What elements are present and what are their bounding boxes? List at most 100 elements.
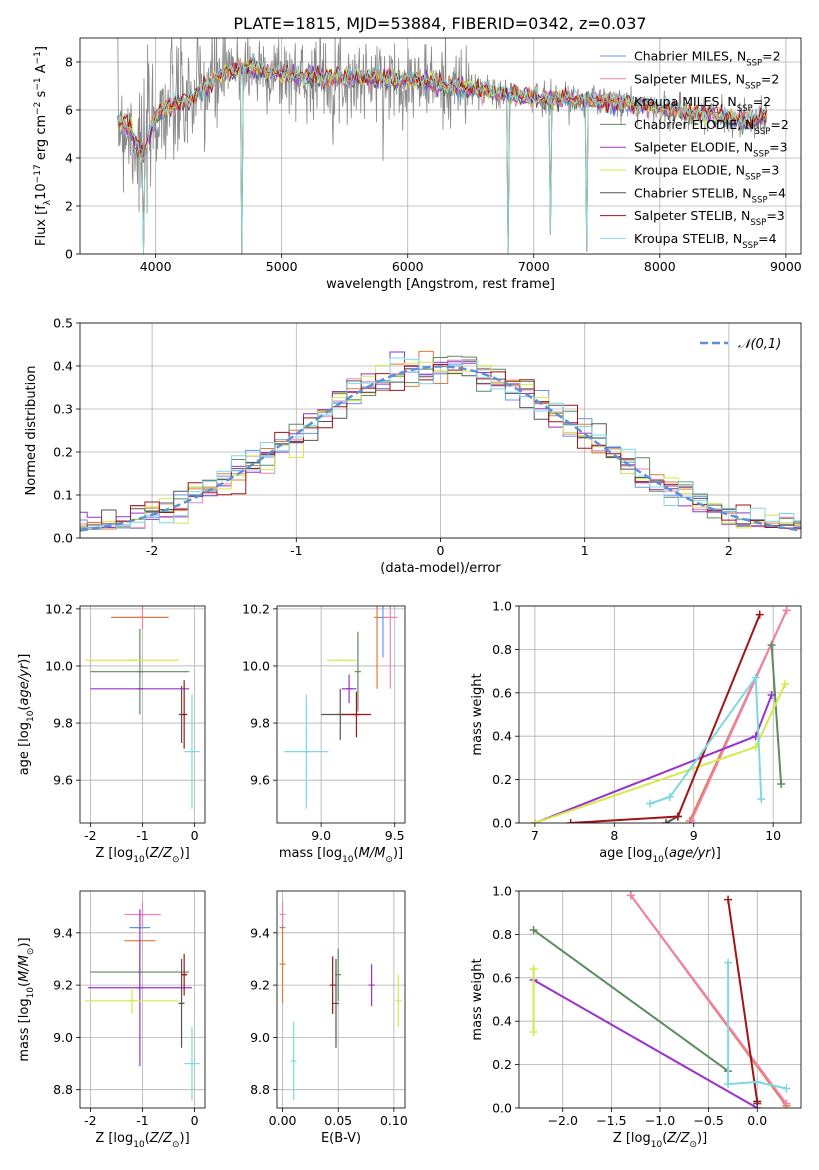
plot-area [117,38,768,254]
y-tick-label: 9.2 [53,978,73,993]
x-tick-label: 0.0 [747,1113,767,1128]
axes-age_vs_mass: 9.0 9.5 9.6 9.8 10.0 10.2 mass [log10(M/M⊙)] [242,601,406,865]
weight-marker [782,606,791,615]
weight-line [629,894,788,1105]
y-tick-label: 9.8 [250,716,270,731]
errorbar-point-7 [332,958,339,1048]
weight-series-6 [529,965,538,1037]
axes-residuals: -2 -1 0 1 2 0.0 0.1 0.2 0.3 0.4 0.5 𝒩(0,1) (data-mod… [24,316,802,576]
model-line-3 [117,58,768,254]
y-tick-label: 0.8 [492,642,512,657]
y-tick-label: 0.3 [53,402,73,417]
axes-frame [79,37,802,255]
x-tick-label: -1 [290,543,302,558]
residuals-ylabel: Normed distribution [24,366,39,496]
weight-marker [777,779,786,788]
weight-marker [673,812,682,821]
y-tick-label: 9.4 [53,925,73,940]
x-tick-label: 0 [191,1113,199,1128]
histogram-2 [80,359,801,530]
x-tick-label: 0 [191,828,199,843]
weight-series-8 [724,895,762,1106]
weight-marker [755,610,764,619]
errorbar-point-4 [354,631,361,712]
weight-marker [724,895,733,904]
y-tick-label: 0.0 [53,531,73,546]
y-tick-label: 10.2 [242,601,270,616]
age-Z-ylabel: age [log10(age/yr)] [17,654,36,776]
errorbar-point-8 [341,691,372,738]
errorbar-point-3 [374,606,381,689]
plot-area [530,606,791,823]
legend-label: Chabrier STELIB, NSSP=4 [634,185,786,205]
weight-series-9 [724,958,791,1093]
x-tick-label: 0.05 [324,1113,352,1128]
y-tick-label: 0.6 [492,685,512,700]
y-tick-label: 9.8 [53,716,73,731]
x-tick-label: 9000 [770,259,802,274]
weight-marker [782,1099,791,1108]
y-tick-label: 0.0 [492,1101,512,1116]
axes-weight_vs_age: 7 8 9 10 0.0 0.2 0.4 0.6 0.8 1.0 age [log10(age/yr… [470,599,802,865]
y-tick-label: 0 [65,247,73,262]
errorbar-point-9 [290,1021,297,1101]
axes-age_vs_Z: -2 -1 0 9.6 9.8 10.0 10.2 Z [log10(Z/Z⊙)] age [l… [17,601,206,865]
x-tick-label: 6000 [392,259,424,274]
weight-line [770,645,783,784]
normal-curve [80,365,801,532]
normal-legend-label: 𝒩(0,1) [738,337,781,352]
legend-label: Kroupa ELODIE, NSSP=3 [634,163,779,183]
y-tick-label: 9.6 [53,773,73,788]
x-tick-label: 10 [765,828,781,843]
plot-area [80,350,801,532]
errorbar-point-2 [124,901,161,928]
weight-series-5 [530,690,776,823]
weight-age-ylabel: mass weight [470,673,485,755]
weight-marker [751,673,760,682]
y-tick-label: 4 [65,151,73,166]
weight-marker [724,958,733,967]
histogram-6 [80,361,801,529]
legend-label: Salpeter MILES, NSSP=2 [634,71,779,91]
weight-line [649,674,763,805]
weight-marker [753,1077,762,1086]
histogram-3 [80,350,801,530]
plot-area [529,891,791,1108]
errorbar-point-8 [329,956,336,1014]
legend-label: Kroupa STELIB, NSSP=4 [634,231,777,251]
weight-marker [530,819,539,823]
axes-frame [518,605,802,824]
weight-series-9 [646,673,766,808]
x-tick-label: 9 [690,828,698,843]
age-mass-xlabel: mass [log10(M/M⊙)] [279,846,403,865]
weight-line [533,929,729,1072]
y-tick-label: 8 [65,55,73,70]
weight-series-4 [529,926,733,1076]
weight-marker [665,792,674,801]
weight-line [534,683,787,823]
plot-area [284,606,398,809]
weight-marker [753,1097,762,1106]
x-tick-label: 9.0 [311,828,331,843]
weight-line [727,962,787,1090]
errorbar-point-9 [284,694,329,809]
x-tick-label: −1.5 [596,1113,626,1128]
y-tick-label: 10.0 [45,658,73,673]
y-tick-label: 1.0 [492,884,512,899]
x-tick-label: 1 [581,543,589,558]
x-tick-label: −0.5 [693,1113,723,1128]
y-tick-label: 0.4 [53,359,73,374]
y-tick-label: 9.2 [250,978,270,993]
weight-line [690,609,788,822]
axes-layer: 4000 5000 6000 7000 8000 900002468wavelength … [17,37,802,1150]
plot-area [85,606,200,809]
weight-marker [782,1084,791,1093]
axes-frame [276,890,406,1109]
x-tick-label: -2 [84,828,96,843]
errorbar-point-7 [178,958,185,1048]
weight-marker [757,795,766,804]
x-tick-label: 2 [725,543,733,558]
legend-label: Chabrier ELODIE, NSSP=2 [634,117,789,137]
weight-line [533,979,758,1108]
x-tick-label: −1.0 [645,1113,675,1128]
